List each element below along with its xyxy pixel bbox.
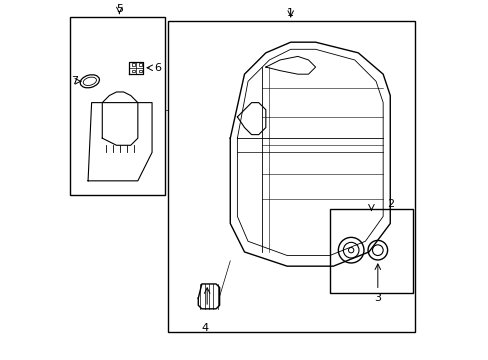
Bar bbox=[139, 63, 142, 66]
Bar bbox=[70, 17, 164, 195]
Text: 1: 1 bbox=[286, 8, 294, 18]
Text: 7: 7 bbox=[71, 76, 78, 86]
Bar bbox=[132, 63, 134, 66]
Ellipse shape bbox=[348, 248, 353, 253]
Bar bbox=[168, 21, 414, 332]
Bar bbox=[139, 69, 142, 72]
Text: 2: 2 bbox=[386, 199, 393, 208]
Text: 6: 6 bbox=[154, 63, 161, 73]
Text: 4: 4 bbox=[202, 323, 208, 333]
Polygon shape bbox=[88, 103, 152, 181]
Bar bbox=[132, 69, 134, 72]
Text: 3: 3 bbox=[373, 293, 381, 303]
Text: 5: 5 bbox=[116, 4, 122, 14]
Bar bbox=[329, 209, 412, 293]
